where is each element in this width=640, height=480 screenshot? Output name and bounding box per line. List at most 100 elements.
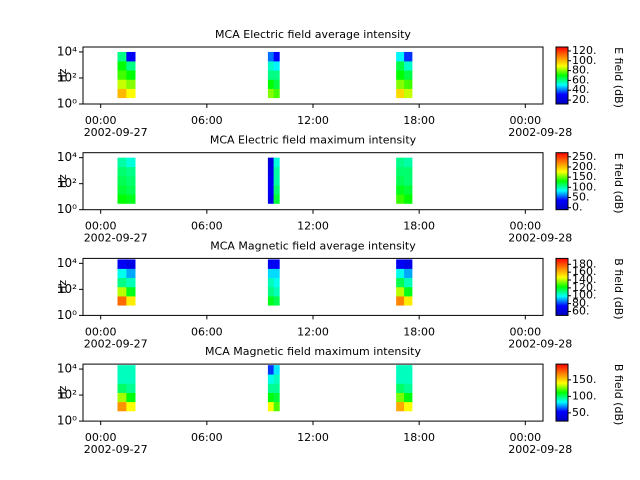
- spectrum-cell: [404, 166, 413, 177]
- plot-frame: [82, 257, 544, 316]
- spectrum-cell: [273, 166, 280, 177]
- spectrum-cell: [117, 259, 127, 269]
- spectrum-cell: [396, 277, 405, 288]
- spectrum-cell: [273, 401, 280, 412]
- spectrum-cell: [267, 392, 274, 403]
- spectrum-cell: [396, 259, 405, 269]
- x-tick-label: 18:00: [403, 325, 435, 338]
- spectrum-cell: [273, 79, 280, 89]
- panel-title: MCA Magnetic field average intensity: [210, 239, 416, 252]
- spectrum-cell: [126, 268, 136, 279]
- colorbar-tick-label: 100.: [572, 180, 597, 193]
- date-label: 2002-09-28: [508, 337, 572, 350]
- colorbar-tick-label: 80.: [572, 64, 590, 77]
- spectrum-cell: [126, 286, 136, 297]
- spectrum-cell: [396, 79, 405, 89]
- x-tick-label: 06:00: [191, 114, 223, 127]
- plot-frame: [82, 363, 544, 422]
- spectrum-cell: [404, 383, 413, 393]
- colorbar-tick-label: 180.: [572, 257, 597, 270]
- spectrum-cell: [117, 286, 127, 297]
- spectrum-cell: [267, 61, 274, 71]
- spectrum-cell: [126, 166, 136, 177]
- spectrum-cell: [267, 383, 274, 393]
- spectrum-cell: [396, 401, 405, 412]
- spectrum-cell: [273, 286, 280, 297]
- y-tick-label: 10⁰: [57, 97, 77, 111]
- colorbar: [555, 46, 569, 105]
- spectrum-cell: [267, 194, 274, 204]
- spectrum-cell: [273, 70, 280, 80]
- spectrum-cell: [273, 88, 280, 99]
- panel-title: MCA Magnetic field maximum intensity: [205, 345, 421, 358]
- colorbar-tick-label: 200.: [572, 160, 597, 173]
- spectrum-cell: [126, 392, 136, 403]
- colorbar-tick-label: 150.: [572, 373, 597, 386]
- spectrum-cell: [404, 194, 413, 204]
- y-tick-label: 10⁰: [57, 414, 77, 428]
- y-tick-label: 10⁰: [57, 202, 77, 216]
- spectrum-cell: [117, 383, 127, 393]
- colorbar-tick-label: 20.: [572, 93, 590, 106]
- spectrum-cell: [396, 88, 405, 99]
- spectrum-cell: [273, 194, 280, 204]
- spectrum-cell: [404, 259, 413, 269]
- spectrum-cell: [404, 365, 413, 375]
- spectrum-cell: [267, 157, 274, 168]
- y-axis-label: Hz: [56, 68, 69, 82]
- colorbar-tick-label: 50.: [572, 406, 590, 419]
- spectrum-cell: [396, 51, 405, 62]
- spectrum-cell: [267, 185, 274, 195]
- x-tick-label: 00:00: [85, 114, 117, 127]
- spectrum-cell: [404, 286, 413, 297]
- spectrum-cell: [126, 157, 136, 168]
- spectrum-cell: [404, 157, 413, 168]
- spectrum-cell: [126, 88, 136, 99]
- spectrum-cell: [273, 392, 280, 403]
- spectrum-cell: [117, 166, 127, 177]
- colorbar-label: E field (dB): [612, 153, 625, 214]
- x-tick-label: 12:00: [297, 220, 329, 233]
- spectrum-cell: [273, 51, 280, 62]
- spectrum-cell: [267, 70, 274, 80]
- y-axis-label: Hz: [56, 174, 69, 188]
- spectrum-cell: [267, 268, 274, 279]
- spectrum-cell: [396, 383, 405, 393]
- spectrum-cell: [117, 374, 127, 384]
- colorbar-tick-label: 250.: [572, 150, 597, 163]
- spectrum-cell: [404, 70, 413, 80]
- spectrum-cell: [126, 185, 136, 195]
- spectrum-cell: [117, 268, 127, 279]
- y-tick-label: 10²: [57, 176, 77, 190]
- spectrum-cell: [404, 51, 413, 62]
- spectrum-cell: [273, 383, 280, 393]
- spectrum-cell: [267, 365, 274, 375]
- spectrum-cell: [126, 51, 136, 62]
- spectrum-cell: [404, 61, 413, 71]
- spectrum-cell: [404, 277, 413, 288]
- plot-frame: [82, 46, 544, 105]
- spectrum-cell: [396, 374, 405, 384]
- y-tick-label: 10⁴: [57, 362, 77, 376]
- x-tick-label: 00:00: [509, 325, 541, 338]
- colorbar-tick-label: 160.: [572, 265, 597, 278]
- colorbar-tick-label: 60.: [572, 73, 590, 86]
- spectrum-cell: [273, 175, 280, 186]
- colorbar-tick-label: 150.: [572, 170, 597, 183]
- x-tick-label: 00:00: [85, 325, 117, 338]
- panel-title: MCA Electric field maximum intensity: [210, 134, 417, 147]
- spectrum-cell: [117, 61, 127, 71]
- colorbar-tick-label: 100.: [572, 389, 597, 402]
- colorbar: [555, 152, 569, 211]
- spectrum-cell: [267, 286, 274, 297]
- spectrum-cell: [126, 259, 136, 269]
- plot-frame: [82, 152, 544, 211]
- spectrum-cell: [396, 194, 405, 204]
- x-tick-label: 12:00: [297, 114, 329, 127]
- date-label: 2002-09-27: [84, 232, 148, 245]
- spectrum-cell: [267, 166, 274, 177]
- y-axis-label: Hz: [56, 385, 69, 399]
- spectrum-cell: [396, 70, 405, 80]
- spectrum-cell: [126, 277, 136, 288]
- y-tick-label: 10⁰: [57, 308, 77, 322]
